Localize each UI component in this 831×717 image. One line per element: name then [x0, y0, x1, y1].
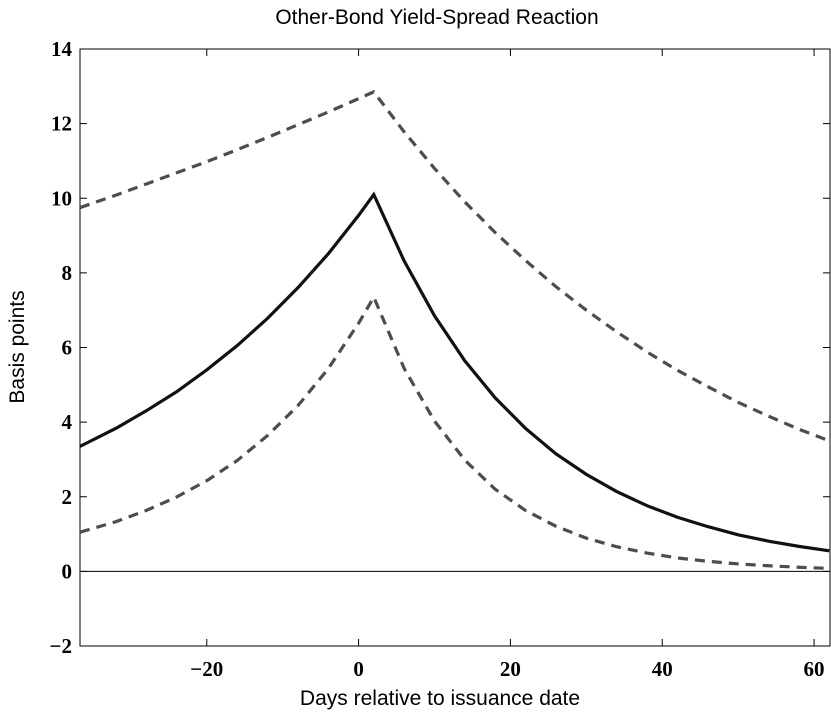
x-tick-label: 20	[500, 657, 521, 681]
y-tick-label: 8	[62, 261, 73, 285]
x-axis-label: Days relative to issuance date	[300, 687, 580, 710]
series-line	[79, 191, 830, 553]
x-tick-label: −20	[190, 657, 223, 681]
y-tick-label: 10	[51, 186, 72, 210]
y-axis-label: Basis points	[6, 290, 29, 403]
y-tick-label: 14	[51, 37, 73, 61]
y-tick-label: 6	[62, 336, 73, 360]
y-tick-label: −2	[50, 634, 72, 658]
x-tick-label: 40	[652, 657, 673, 681]
y-tick-label: 4	[62, 410, 73, 434]
y-tick-label: 12	[51, 112, 72, 136]
series-line	[79, 293, 830, 570]
chart-title: Other-Bond Yield-Spread Reaction	[275, 6, 598, 29]
series-line	[79, 89, 830, 443]
x-tick-label: 60	[804, 657, 825, 681]
x-tick-label: 0	[353, 657, 364, 681]
y-tick-label: 0	[62, 559, 73, 583]
y-tick-label: 2	[62, 485, 73, 509]
